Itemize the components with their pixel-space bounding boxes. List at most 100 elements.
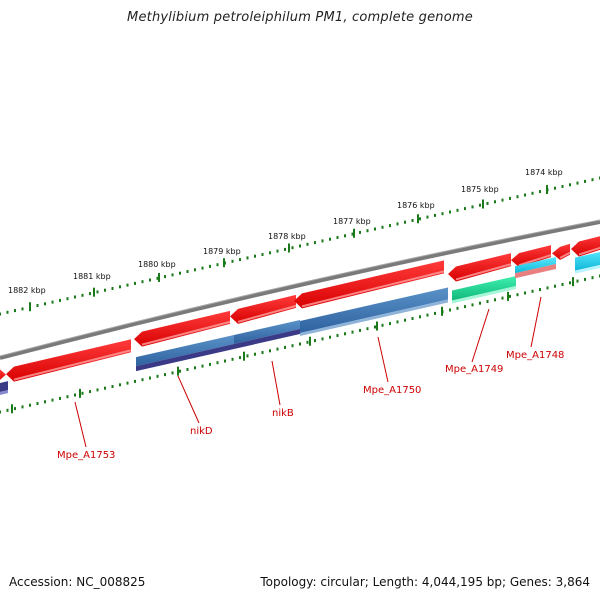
gene-label-mpe-a1750[interactable]: Mpe_A1750	[363, 385, 421, 396]
ruler-dot	[411, 219, 414, 222]
inner-dot	[149, 376, 151, 380]
inner-dot	[464, 305, 466, 309]
ruler-dot	[516, 195, 519, 199]
ruler-dot	[66, 297, 69, 301]
ruler-dot	[74, 295, 76, 299]
ruler-dot	[524, 193, 526, 197]
ruler-label: 1877 kbp	[333, 217, 371, 226]
inner-dot	[456, 306, 459, 310]
ruler-dot	[284, 247, 286, 251]
inner-dot	[171, 371, 174, 375]
inner-dot	[509, 294, 511, 298]
gene-arrow	[230, 294, 296, 324]
gene-arrow-shade	[518, 254, 552, 267]
ruler-dot	[329, 237, 331, 241]
ruler-dot	[14, 309, 16, 313]
gene-arrow-shade	[141, 320, 231, 346]
gene-track-outer	[0, 236, 600, 382]
ruler-dot	[321, 239, 324, 243]
ruler-dot	[149, 278, 151, 282]
ruler-dot	[479, 203, 481, 207]
inner-dot	[561, 283, 564, 286]
inner-dot	[284, 345, 286, 349]
inner-dot	[449, 308, 451, 312]
inner-dot	[164, 373, 166, 377]
inner-tick	[243, 351, 245, 361]
inner-dot	[291, 344, 294, 348]
gene-label-nikb[interactable]: nikB	[272, 408, 294, 419]
ruler-dot	[501, 198, 504, 202]
leader-line	[377, 336, 389, 383]
gene-label-leaders	[74, 296, 542, 448]
inner-dot	[51, 398, 54, 402]
ruler-dot	[36, 304, 39, 307]
inner-dot	[201, 364, 204, 368]
ruler-dot	[119, 285, 121, 289]
inner-dot	[66, 395, 69, 399]
gene-track-inner	[0, 251, 600, 396]
ruler-dot	[44, 302, 46, 306]
inner-tick	[572, 277, 574, 287]
inner-dot	[89, 390, 91, 394]
inner-dot	[126, 381, 129, 385]
inner-dot	[44, 400, 46, 404]
ruler-dot	[494, 200, 496, 204]
ruler-dot	[134, 281, 136, 285]
ruler-tick	[158, 272, 160, 282]
inner-tick	[79, 388, 81, 398]
ruler-dot	[464, 207, 466, 211]
inner-tick	[441, 306, 443, 316]
inner-dot	[419, 315, 421, 319]
inner-dot	[231, 357, 234, 361]
ruler-dot	[261, 253, 264, 256]
inner-dot	[569, 281, 571, 285]
ruler-dot	[299, 244, 301, 248]
ruler-dot	[179, 271, 181, 275]
ruler-dot	[201, 266, 204, 270]
ruler-dot	[51, 300, 54, 304]
inner-dot	[584, 277, 586, 281]
genome-backbone-highlight	[0, 219, 600, 357]
inner-tick	[309, 336, 311, 346]
inner-dot	[141, 378, 144, 382]
gene-label-nikd[interactable]: nikD	[190, 426, 213, 437]
ruler-dot	[104, 288, 106, 292]
inner-tick	[11, 404, 13, 414]
gene-band-teal-edge	[452, 286, 516, 304]
ruler-dot	[164, 275, 166, 279]
inner-dot	[591, 276, 594, 280]
ruler-dot	[486, 202, 489, 205]
ruler-dot	[396, 222, 399, 226]
inner-dot	[374, 325, 376, 329]
ruler-tick	[546, 185, 548, 195]
ruler-dot	[389, 224, 391, 228]
ruler-label: 1880 kbp	[138, 260, 176, 269]
gene-band-cyan	[575, 251, 600, 271]
inner-dot	[74, 393, 76, 397]
gene-label-mpe-a1748[interactable]: Mpe_A1748	[506, 350, 564, 361]
inner-dot	[299, 342, 301, 346]
accession-text: Accession: NC_008825	[9, 575, 146, 589]
ruler-dot	[359, 230, 361, 234]
ruler-tick	[353, 228, 355, 238]
gene-label-mpe-a1749[interactable]: Mpe_A1749	[445, 364, 503, 375]
ruler-dot	[89, 292, 91, 296]
gene-arrow-shade	[455, 263, 512, 281]
gene-band-navy	[136, 343, 234, 372]
ruler-label: 1882 kbp	[8, 286, 46, 295]
inner-dot	[96, 388, 99, 392]
ruler-dot	[276, 249, 279, 253]
inner-dot	[134, 379, 136, 383]
map-title: Methylibium petroleiphilum PM1, complete…	[127, 10, 473, 25]
ruler-label: 1876 kbp	[397, 201, 435, 210]
inner-dot	[344, 332, 346, 336]
inner-dot	[501, 296, 504, 300]
ruler-dot	[569, 183, 571, 187]
ruler-dot	[156, 276, 159, 280]
inner-dotted-arc	[0, 274, 600, 414]
ruler-dot	[21, 307, 24, 311]
gene-label-mpe-a1753[interactable]: Mpe_A1753	[57, 450, 115, 461]
gene-band-cyan-edge	[575, 264, 600, 274]
inner-tick	[177, 366, 179, 376]
ruler-dot	[314, 241, 316, 245]
